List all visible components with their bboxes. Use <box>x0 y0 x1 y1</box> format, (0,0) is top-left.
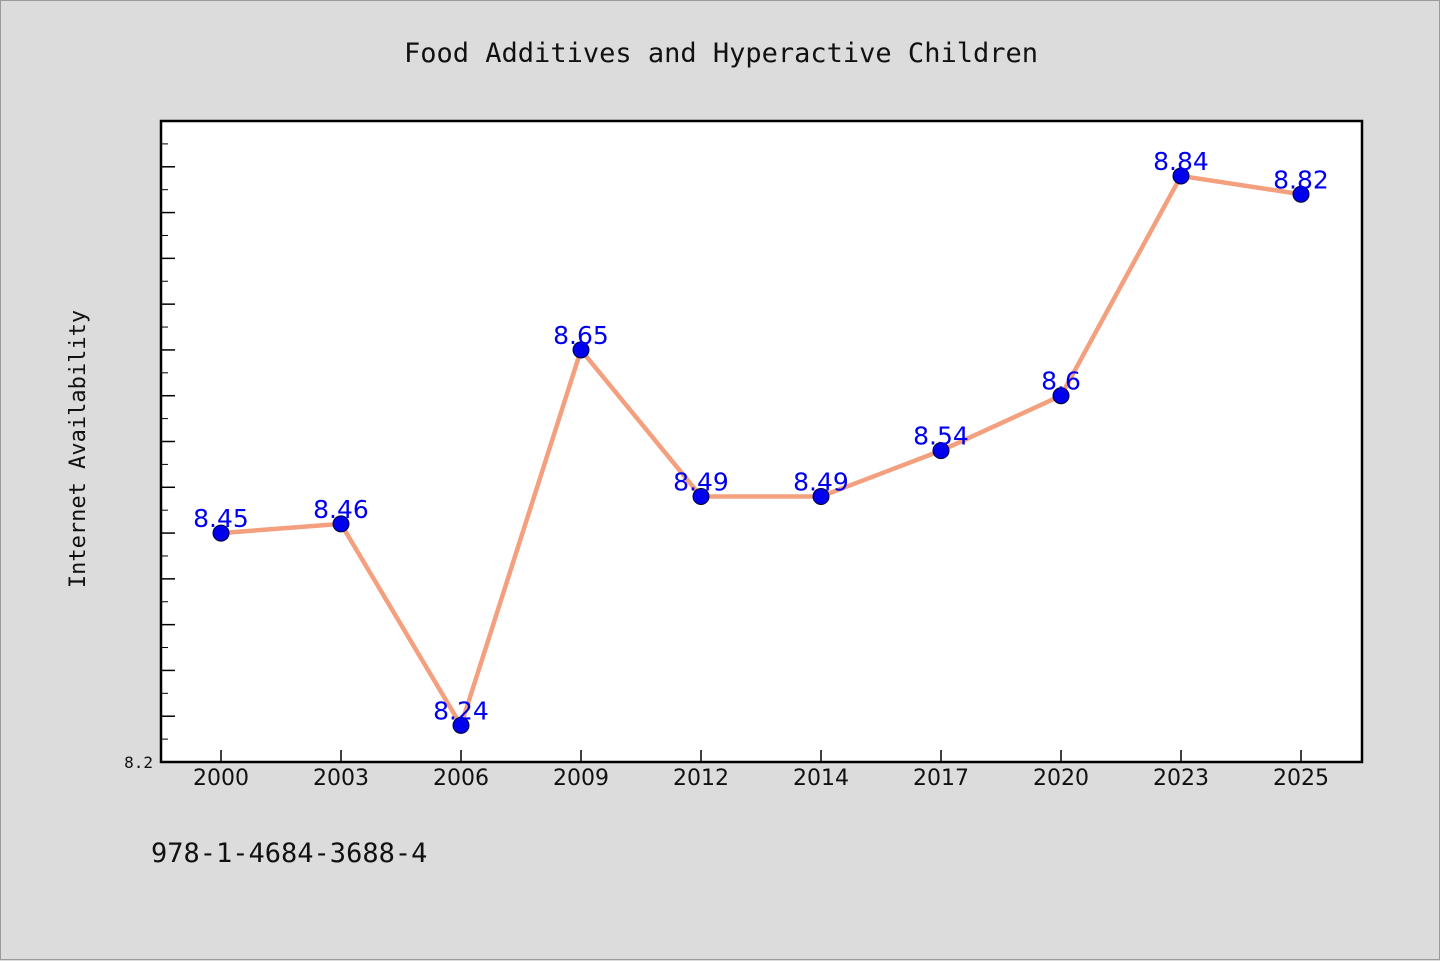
data-point-marker <box>572 341 590 359</box>
data-point-marker <box>932 442 950 460</box>
x-tick-label: 2009 <box>553 766 609 791</box>
y-axis-ticks: 8.2 <box>124 120 175 772</box>
chart-title: Food Additives and Hyperactive Children <box>404 38 1038 69</box>
data-label: 8.24 <box>433 696 489 725</box>
x-tick-label: 2023 <box>1153 766 1209 791</box>
data-point-marker <box>1052 387 1070 405</box>
data-point-marker <box>692 487 710 505</box>
data-label: 8.45 <box>193 504 249 533</box>
data-point-marker <box>812 487 830 505</box>
data-labels: 8.45 8.46 8.24 8.65 8.49 8.49 8.54 8.6 8.84 8.82 <box>193 147 1329 725</box>
data-point-marker <box>1172 167 1190 185</box>
data-label: 8.49 <box>673 467 729 496</box>
y-axis-label: Internet Availability <box>66 310 91 588</box>
data-point-marker <box>332 515 350 533</box>
series-line <box>220 173 1302 728</box>
x-tick-label: 2012 <box>673 766 729 791</box>
data-label: 8.46 <box>313 495 369 524</box>
data-label: 8.54 <box>913 422 969 451</box>
x-tick-label: 2000 <box>193 766 249 791</box>
x-tick-label: 2014 <box>793 766 849 791</box>
x-tick-label: 2020 <box>1033 766 1089 791</box>
x-tick-label: 2006 <box>433 766 489 791</box>
y-tick-label: 8.2 <box>124 753 153 772</box>
x-tick-label: 2017 <box>913 766 969 791</box>
data-label: 8.84 <box>1153 147 1209 176</box>
x-axis-ticks: 2000 2003 2006 2009 2012 2014 2017 2020 2023 2025 <box>193 750 1329 791</box>
data-label: 8.6 <box>1041 367 1081 396</box>
data-markers <box>212 167 1310 734</box>
data-point-marker <box>212 524 230 542</box>
data-label: 8.82 <box>1273 165 1329 194</box>
data-point-marker <box>452 716 470 734</box>
x-tick-label: 2025 <box>1273 766 1329 791</box>
data-label: 8.49 <box>793 467 849 496</box>
plot-area <box>159 119 1364 764</box>
footnote-isbn: 978-1-4684-3688-4 <box>151 838 427 869</box>
data-label: 8.65 <box>553 321 609 350</box>
x-tick-label: 2003 <box>313 766 369 791</box>
data-point-marker <box>1292 185 1310 203</box>
